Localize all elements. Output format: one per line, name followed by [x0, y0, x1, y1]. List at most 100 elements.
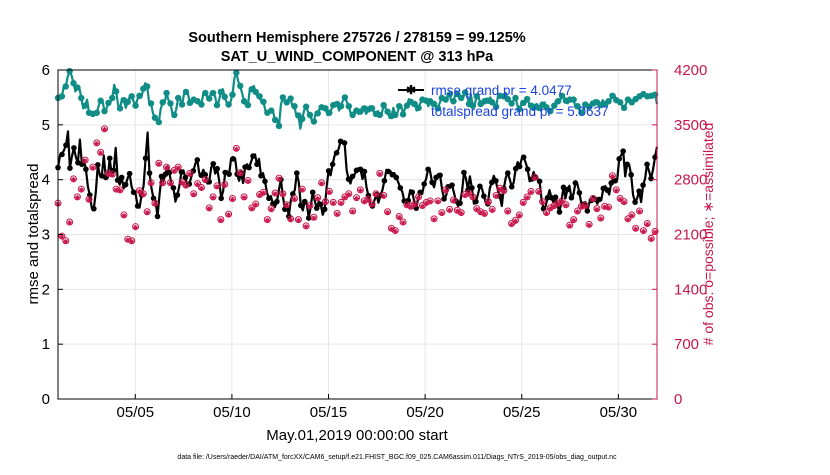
totalspread-point — [81, 102, 89, 109]
obs-assimilated-point — [156, 161, 162, 167]
rmse-point — [652, 154, 658, 160]
obs-assimilated-point — [67, 220, 73, 226]
totalspread-point — [299, 115, 306, 123]
obs-assimilated-point — [210, 195, 216, 201]
rmse-point — [556, 209, 563, 215]
obs-assimilated-point — [385, 210, 391, 216]
totalspread-point — [547, 107, 554, 115]
obs-assimilated-point — [454, 208, 460, 214]
obs-assimilated-point — [388, 226, 394, 232]
obs-assimilated-point — [350, 209, 356, 215]
totalspread-point — [430, 100, 438, 108]
totalspread-point — [458, 94, 465, 102]
rmse-point — [294, 170, 300, 176]
obs-assimilated-point — [167, 181, 173, 187]
obs-assimilated-point — [226, 212, 232, 218]
obs-assimilated-point — [613, 188, 619, 194]
obs-assimilated-point — [105, 171, 111, 177]
totalspread-point — [310, 118, 318, 125]
rmse-point — [604, 187, 611, 193]
rmse-point — [409, 189, 416, 196]
rmse-point — [385, 168, 392, 175]
rmse-point — [110, 167, 117, 174]
rmse-point — [441, 196, 447, 202]
obs-assimilated-point — [315, 195, 321, 201]
obs-assimilated-point — [640, 228, 646, 234]
totalspread-point — [132, 102, 139, 109]
obs-assimilated-point — [241, 195, 247, 201]
totalspread-point — [136, 92, 143, 99]
obs-assimilated-point — [311, 215, 317, 221]
rmse-point — [254, 161, 260, 168]
rmse-point — [317, 201, 324, 208]
rmse-point — [437, 172, 443, 179]
totalspread-point — [523, 95, 531, 103]
totalspread-point — [74, 84, 81, 91]
obs-assimilated-point — [544, 210, 550, 216]
obs-assimilated-point — [547, 206, 553, 212]
y-tick-label-left: 6 — [42, 62, 50, 79]
rmse-point — [83, 166, 89, 173]
obs-assimilated-point — [466, 191, 472, 197]
y-tick-label-right: 1400 — [674, 281, 707, 298]
obs-assimilated-point — [512, 218, 518, 224]
obs-assimilated-point — [617, 196, 623, 202]
rmse-point — [190, 168, 197, 174]
obs-assimilated-point — [520, 200, 526, 206]
obs-assimilated-point — [206, 206, 212, 212]
obs-assimilated-point — [559, 199, 565, 205]
obs-assimilated-point — [237, 170, 243, 176]
rmse-point — [118, 174, 125, 181]
right-axis: 0 700 1400 2100 2800 3500 4200 — [652, 62, 707, 408]
obs-assimilated-point — [470, 195, 476, 201]
rmse-point — [640, 182, 646, 188]
obs-assimilated-point — [369, 202, 375, 208]
rmse-point — [178, 169, 185, 175]
obs-assimilated-point — [323, 199, 329, 205]
totalspread-point — [217, 88, 225, 96]
y-tick-label-right: 2800 — [674, 172, 707, 189]
obs-assimilated-point — [586, 222, 592, 228]
obs-assimilated-point — [524, 195, 530, 201]
obs-assimilated-point — [113, 187, 119, 193]
y-axis-label-right: # of obs: o=possible; ∗=assimilated — [700, 123, 716, 346]
obs-assimilated-point — [171, 168, 177, 174]
totalspread-point — [97, 97, 104, 104]
obs-assimilated-point — [621, 199, 627, 205]
rmse-point — [67, 165, 73, 171]
totalspread-point — [349, 111, 356, 119]
rmse-point — [329, 161, 336, 168]
totalspread-point — [337, 102, 345, 110]
totalspread-point — [78, 94, 85, 102]
rmse-point — [632, 199, 638, 205]
obs-assimilated-point — [381, 193, 387, 199]
obs-assimilated-point — [462, 192, 468, 198]
obs-assimilated-point — [419, 203, 425, 209]
rmse-point — [493, 177, 499, 184]
obs-assimilated-point — [268, 206, 274, 212]
totalspread-point — [151, 114, 159, 121]
totalspread-point — [314, 110, 321, 117]
obs-assimilated-point — [536, 189, 542, 195]
rmse-point — [552, 194, 559, 201]
obs-assimilated-point — [416, 195, 422, 201]
totalspread-point — [155, 118, 163, 126]
plot-series — [54, 67, 659, 245]
totalspread-point — [206, 95, 213, 102]
rmse-point — [524, 166, 531, 173]
rmse-point — [425, 166, 431, 173]
totalspread-point — [616, 99, 624, 106]
rmse-point — [59, 151, 65, 158]
obs-assimilated-point — [373, 192, 379, 198]
rmse-point — [361, 168, 368, 175]
rmse-point — [262, 178, 268, 185]
totalspread-point — [112, 88, 120, 95]
obs-assimilated-point — [129, 239, 135, 245]
rmse-point — [305, 215, 312, 221]
totalspread-point — [489, 99, 496, 106]
obs-assimilated-point — [187, 171, 193, 177]
totalspread-point — [442, 96, 449, 103]
obs-assimilated-point — [652, 229, 658, 235]
x-axis-label: May.01,2019 00:00:00 start — [266, 427, 448, 444]
totalspread-point — [260, 98, 267, 106]
